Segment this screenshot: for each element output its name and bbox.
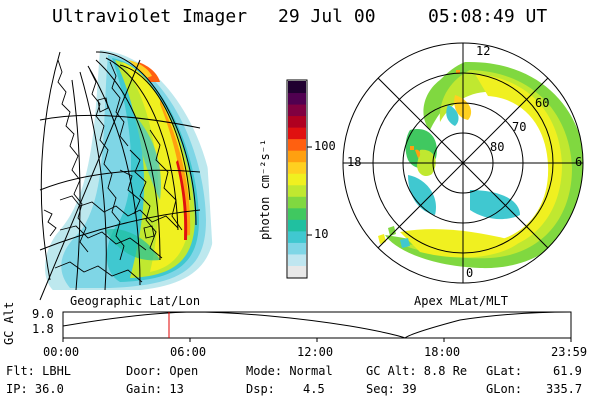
- glon-label: GLon:: [486, 382, 523, 396]
- geographic-map: [39, 50, 215, 301]
- time-tick-2359: 23:59: [551, 345, 588, 359]
- colorbar-tick-100: 100: [314, 139, 336, 153]
- mlt-label-6: 6: [575, 155, 583, 169]
- lat-label-80: 80: [490, 140, 505, 154]
- colorbar-cell: [288, 184, 306, 197]
- dsp-value: 4.5: [303, 382, 325, 396]
- colorbar-cell: [288, 265, 306, 278]
- app-title: Ultraviolet Imager: [52, 6, 248, 27]
- time-tick-1800: 18:00: [424, 345, 461, 359]
- time-tick-0600: 06:00: [170, 345, 207, 359]
- colorbar-cell: [288, 81, 306, 94]
- apex-caption: Apex MLat/MLT: [414, 294, 508, 308]
- gain-info: Gain: 13: [126, 382, 184, 396]
- mode-info: Mode: Normal: [246, 364, 333, 378]
- ip-info: IP: 36.0: [6, 382, 64, 396]
- seq-info: Seq: 39: [366, 382, 417, 396]
- geographic-caption: Geographic Lat/Lon: [70, 294, 201, 308]
- colorbar-cell: [288, 150, 306, 163]
- dsp-label: Dsp:: [246, 382, 275, 396]
- colorbar-cell: [288, 253, 306, 266]
- colorbar-cell: [288, 104, 306, 117]
- date-label: 29 Jul 00: [278, 6, 376, 27]
- gcalt-info: GC Alt: 8.8 Re: [366, 364, 468, 378]
- altitude-plot: [62, 311, 572, 342]
- lat-label-70: 70: [512, 120, 527, 134]
- flt-info: Flt: LBHL: [6, 364, 72, 378]
- colorbar: [286, 79, 312, 279]
- colorbar-unit-label: photon cm⁻²s⁻¹: [258, 138, 272, 240]
- glat-value: 61.9: [553, 364, 582, 378]
- colorbar-cell: [288, 230, 306, 243]
- colorbar-cell: [288, 161, 306, 174]
- altitude-ytick-9: 9.0: [32, 307, 54, 321]
- colorbar-cell: [288, 242, 306, 255]
- time-tick-1200: 12:00: [297, 345, 334, 359]
- colorbar-cell: [288, 138, 306, 151]
- polar-plot: [342, 42, 584, 284]
- colorbar-cell: [288, 173, 306, 186]
- colorbar-cell: [288, 92, 306, 105]
- altitude-ytick-1-8: 1.8: [32, 322, 54, 336]
- time-tick-0000: 00:00: [43, 345, 80, 359]
- colorbar-cell: [288, 207, 306, 220]
- colorbar-cell: [288, 219, 306, 232]
- colorbar-cell: [288, 196, 306, 209]
- glon-value: 335.7: [546, 382, 583, 396]
- mlt-label-12: 12: [476, 44, 491, 58]
- mlt-label-18: 18: [347, 155, 362, 169]
- colorbar-tick-10: 10: [314, 227, 329, 241]
- lat-label-60: 60: [535, 96, 550, 110]
- colorbar-cell: [288, 115, 306, 128]
- glat-label: GLat:: [486, 364, 523, 378]
- colorbar-cell: [288, 127, 306, 140]
- altitude-ylabel: GC Alt: [2, 301, 16, 345]
- mlt-label-0: 0: [466, 266, 474, 280]
- door-info: Door: Open: [126, 364, 199, 378]
- time-label: 05:08:49 UT: [428, 6, 548, 27]
